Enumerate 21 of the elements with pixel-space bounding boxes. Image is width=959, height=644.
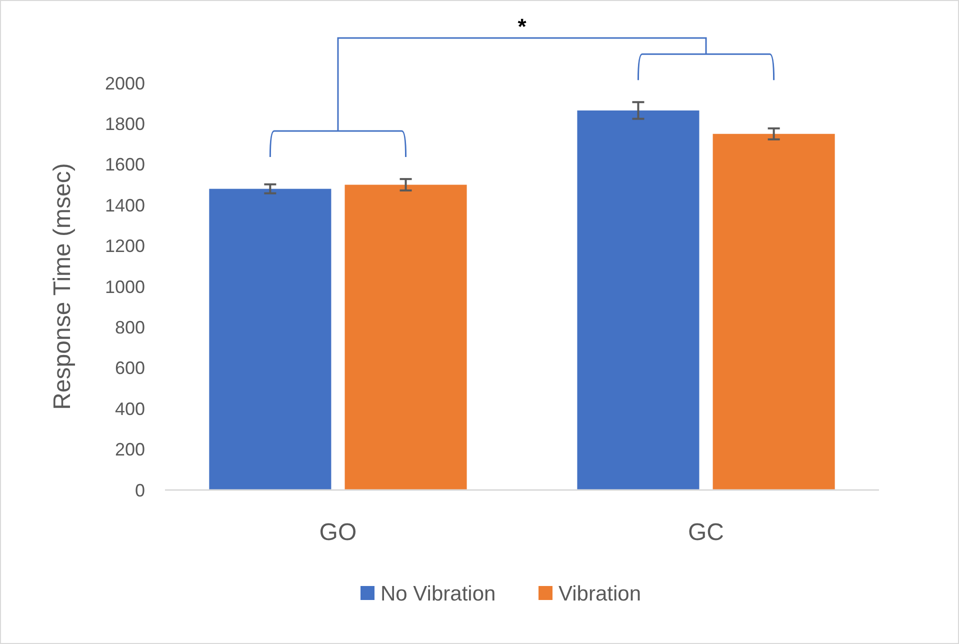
- y-tick-label: 800: [114, 318, 145, 338]
- bar: [577, 110, 700, 490]
- text: *: [518, 14, 527, 39]
- y-tick-label: 1600: [104, 154, 145, 175]
- bar: [712, 134, 835, 490]
- y-tick-label: 1800: [104, 114, 145, 134]
- y-tick-label: 400: [114, 398, 145, 419]
- x-tick-label: GC: [688, 519, 724, 546]
- y-tick-label: 1200: [104, 236, 145, 256]
- y-tick-label: 200: [114, 440, 145, 460]
- y-axis-title: Response Time (msec): [49, 163, 76, 410]
- bar: [209, 188, 332, 490]
- x-tick-label: GO: [319, 519, 357, 546]
- y-tick-label: 2000: [104, 73, 145, 94]
- y-tick-label: 1000: [104, 276, 145, 297]
- y-tick-label: 1400: [104, 195, 145, 216]
- bar: [344, 184, 467, 490]
- y-tick-label: 600: [114, 358, 145, 378]
- y-tick-label: 0: [134, 480, 145, 500]
- legend-label: Vibration: [558, 582, 642, 606]
- legend-label: No Vibration: [380, 582, 496, 606]
